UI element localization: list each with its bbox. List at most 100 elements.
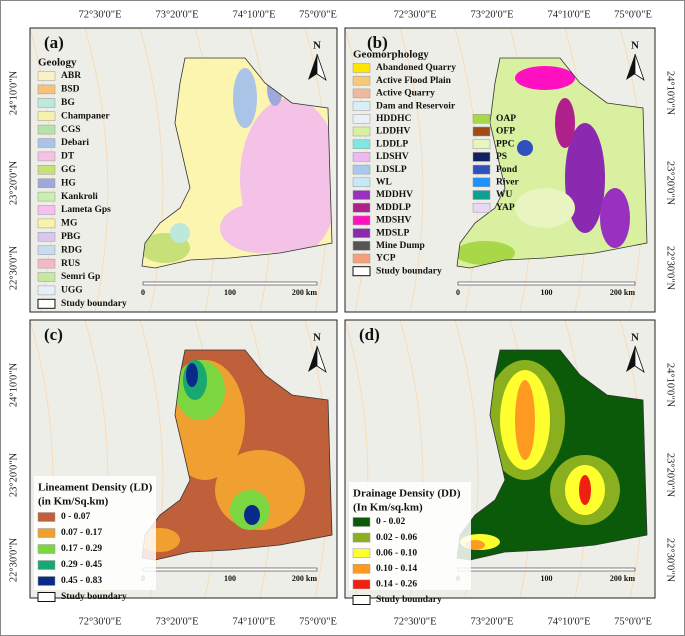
basin-outline <box>141 57 333 269</box>
legend-swatch <box>352 190 371 200</box>
scale-label: 100 <box>224 288 236 297</box>
road <box>139 27 164 313</box>
legend-label: RUS <box>61 259 80 269</box>
basin-outline <box>141 349 333 561</box>
legend-swatch <box>37 138 56 148</box>
north-label: N <box>631 332 639 344</box>
legend-swatch <box>37 245 56 255</box>
legend-title: Geology <box>38 57 77 69</box>
legend-label: PBG <box>61 232 81 242</box>
panel-border <box>344 27 656 313</box>
legend-label: LDDHV <box>376 127 410 137</box>
legend-label: HG <box>61 178 76 188</box>
legend-swatch <box>472 114 491 124</box>
latitude-label: 24°10'0"N <box>665 363 676 408</box>
legend-title: (in Km/Sq.km) <box>38 496 109 508</box>
legend-label: 0.06 - 0.10 <box>376 548 417 558</box>
map-zone <box>457 241 515 265</box>
legend-label: MDSHV <box>376 216 412 226</box>
legend-swatch <box>352 101 371 111</box>
legend-label: Pond <box>496 165 518 175</box>
legend-swatch <box>472 139 491 149</box>
latitude-label: 24°10'0"N <box>8 362 19 407</box>
scale-label: 100 <box>541 288 553 297</box>
map-zone <box>600 188 630 248</box>
legend-swatch <box>352 88 371 99</box>
legend-swatch <box>37 178 56 188</box>
legend-swatch <box>352 517 371 527</box>
legend-swatch <box>37 84 56 95</box>
legend-label: UGG <box>61 286 83 296</box>
latitude-label: 24°10'0"N <box>8 70 19 115</box>
legend-swatch <box>352 253 371 264</box>
legend-swatch <box>37 71 56 81</box>
latitude-label: 22°30'0"N <box>8 245 19 290</box>
map-zone <box>515 188 575 228</box>
scale-label: 200 km <box>292 288 317 297</box>
latitude-label: 23°20'0"N <box>665 453 676 498</box>
legend-swatch <box>352 114 371 124</box>
legend-title: (In Km/sq.km) <box>353 502 423 514</box>
map-zone <box>579 475 591 505</box>
basin-outline <box>456 349 648 561</box>
map-zone <box>244 505 260 525</box>
basin-detail <box>142 360 305 552</box>
scale-label: 100 <box>224 574 236 583</box>
legend-swatch <box>37 232 56 242</box>
legend-swatch <box>352 215 371 226</box>
legend-swatch <box>352 579 371 590</box>
legend-label: BG <box>61 98 75 108</box>
scale-bar <box>142 281 318 286</box>
legend-swatch <box>37 528 56 538</box>
north-arrow <box>316 53 327 81</box>
legend-swatch <box>352 228 371 238</box>
legend-label: Study boundary <box>61 592 127 602</box>
legend-swatch <box>352 564 371 574</box>
north-arrow <box>316 345 327 373</box>
basin-detail <box>142 68 332 263</box>
legend-label: 0 - 0.02 <box>376 517 406 527</box>
legend-swatch <box>472 152 491 162</box>
legend-label: River <box>496 177 519 187</box>
legend-swatch <box>352 63 371 73</box>
legend-swatch <box>37 111 56 121</box>
map-zone <box>233 68 257 128</box>
north-arrow <box>634 345 645 373</box>
legend-swatch <box>352 241 371 251</box>
legend-label: MDSLP <box>376 228 409 238</box>
legend-label: Abandoned Quarry <box>376 63 456 73</box>
legend-label: ABR <box>61 71 81 81</box>
legend-label: BSD <box>61 85 80 95</box>
legend-swatch <box>37 151 56 162</box>
legend-label: GG <box>61 165 76 175</box>
map-zone <box>555 98 575 148</box>
legend-swatch <box>37 576 56 586</box>
latitude-label: 24°10'0"N <box>665 71 676 116</box>
scale-bar <box>457 281 636 286</box>
legend-label: 0.45 - 0.83 <box>61 576 102 586</box>
legend-label: Kankroli <box>61 192 98 202</box>
legend-label: PPC <box>496 139 515 149</box>
latitude-label: 23°20'0"N <box>8 452 19 497</box>
legend-swatch <box>37 205 56 215</box>
map-zone <box>515 380 535 460</box>
scale-label: 0 <box>456 288 460 297</box>
map-zone <box>186 363 198 387</box>
north-arrow <box>626 54 635 80</box>
legend-label: MDDHV <box>376 190 413 200</box>
scale-label: 100 <box>541 574 553 583</box>
north-label: N <box>631 40 639 52</box>
panel-border <box>29 27 338 313</box>
longitude-label: 72°30'0"E <box>393 616 436 627</box>
longitude-label: 75°0'0"E <box>299 9 337 20</box>
legend-swatch <box>352 595 371 605</box>
legend-swatch <box>37 544 56 554</box>
north-arrow <box>626 346 635 372</box>
legend-swatch <box>37 124 56 135</box>
scale-label: 200 km <box>610 288 635 297</box>
legend-label: Debari <box>61 138 89 148</box>
longitude-label: 74°10'0"E <box>232 616 275 627</box>
legend-swatch <box>37 285 56 296</box>
map-panel: (b) N 0 100 200 km Geomorphology Abandoned Qua… <box>344 27 656 313</box>
